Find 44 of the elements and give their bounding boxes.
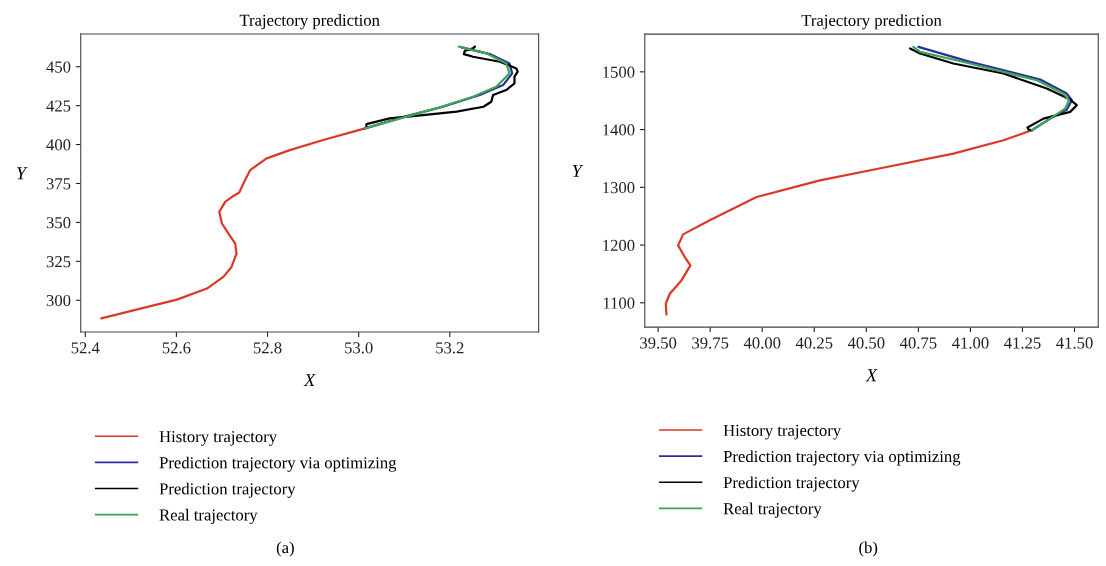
- y-tick-label: 1500: [603, 66, 635, 78]
- line-series: [100, 127, 367, 320]
- x-tick-label: 41.50: [1056, 337, 1093, 349]
- legend-label: Real trajectory: [159, 508, 258, 525]
- y-tick-label: 350: [46, 217, 71, 229]
- y-axis-title: Y: [572, 164, 584, 177]
- x-tick-label: 39.75: [692, 337, 729, 349]
- x-tick-label: 41.00: [952, 337, 989, 349]
- x-tick-label: 52.4: [71, 342, 100, 354]
- legend-label: Real trajectory: [723, 502, 822, 518]
- y-tick-label: 450: [46, 61, 71, 73]
- y-tick-label: 375: [46, 178, 71, 190]
- y-tick-label: 1200: [603, 239, 635, 251]
- legend-label: History trajectory: [723, 424, 842, 440]
- text: (a): [276, 541, 294, 557]
- legend-label: History trajectory: [159, 431, 278, 446]
- x-tick-label: 41.25: [1004, 337, 1041, 349]
- y-tick-label: 400: [46, 139, 71, 151]
- x-tick-label: 53.2: [436, 342, 464, 354]
- x-tick-label: 40.50: [847, 337, 885, 349]
- x-tick-label: 52.6: [162, 342, 191, 354]
- x-axis-title: X: [865, 369, 878, 382]
- x-tick-label: 53.0: [345, 342, 373, 354]
- x-tick-label: 40.00: [743, 337, 781, 349]
- y-tick-label: 1300: [603, 182, 635, 194]
- x-tick-label: 40.25: [795, 337, 833, 349]
- legend-label: Prediction trajectory: [159, 482, 296, 498]
- y-tick-label: 300: [46, 294, 71, 307]
- y-tick-label: 425: [46, 100, 71, 112]
- y-tick-label: 1400: [603, 124, 635, 136]
- y-tick-label: 325: [46, 256, 71, 268]
- legend-label: Prediction trajectory: [723, 476, 860, 492]
- line-series: [664, 129, 1033, 316]
- chart-title: Trajectory prediction: [239, 14, 380, 30]
- x-tick-label: 39.50: [640, 337, 677, 349]
- chart-title: Trajectory prediction: [801, 14, 942, 30]
- x-tick-label: 40.75: [899, 337, 937, 349]
- legend-label: Prediction trajectory via optimizing: [159, 456, 397, 472]
- y-tick-label: 1100: [603, 297, 635, 309]
- x-axis-title: X: [303, 374, 316, 387]
- y-axis-title: Y: [17, 167, 28, 180]
- legend-label: Prediction trajectory via optimizing: [723, 450, 961, 466]
- x-tick-label: 52.8: [253, 342, 282, 354]
- text: (b): [859, 541, 878, 557]
